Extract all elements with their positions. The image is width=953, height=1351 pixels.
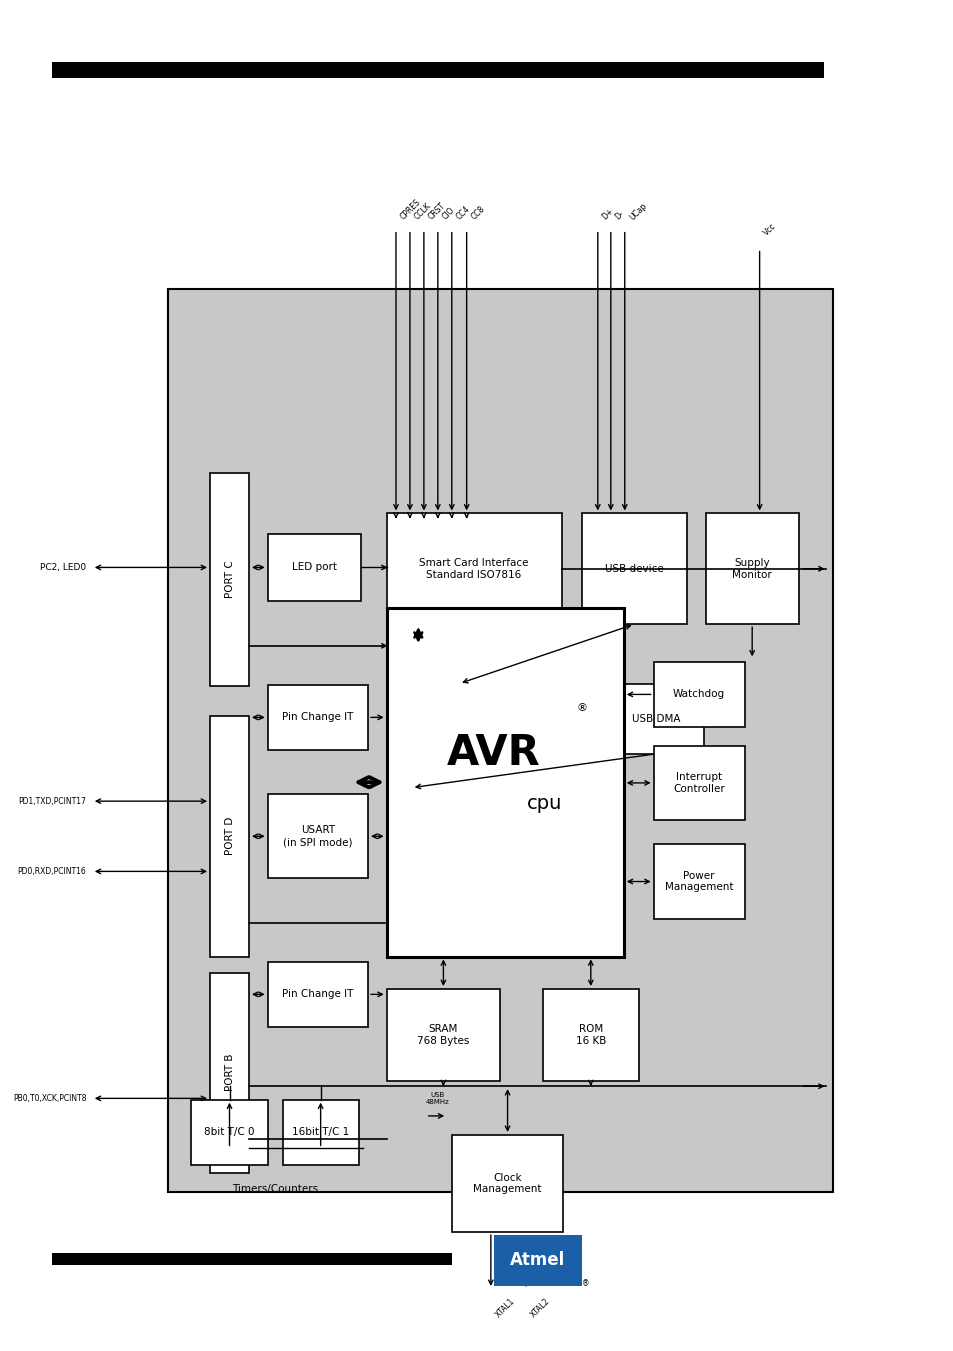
Text: CIO: CIO — [440, 205, 456, 222]
Text: XTAL1: XTAL1 — [493, 1297, 516, 1320]
Bar — [581, 513, 686, 624]
Text: Atmel: Atmel — [510, 1251, 565, 1270]
Text: CCLK: CCLK — [413, 201, 433, 222]
Text: Smart Card Interface
Standard ISO7816: Smart Card Interface Standard ISO7816 — [419, 558, 528, 580]
Text: Timers/Counters: Timers/Counters — [232, 1183, 317, 1194]
Bar — [386, 513, 561, 624]
Bar — [452, 1135, 563, 1232]
Bar — [282, 1100, 358, 1165]
Text: USART
(in SPI mode): USART (in SPI mode) — [283, 825, 353, 847]
Text: ®: ® — [576, 703, 586, 713]
Text: USB
48MHz: USB 48MHz — [425, 1092, 449, 1105]
Text: ROM
16 KB: ROM 16 KB — [575, 1024, 605, 1046]
Text: CRST: CRST — [426, 201, 447, 222]
Bar — [268, 794, 368, 878]
Text: Power
Management: Power Management — [664, 871, 733, 892]
Text: Vcc: Vcc — [761, 222, 778, 238]
Bar — [386, 608, 623, 957]
Bar — [51, 1254, 452, 1265]
Text: USB device: USB device — [604, 563, 663, 574]
Text: Pin Change IT: Pin Change IT — [282, 712, 354, 723]
Bar — [386, 989, 499, 1081]
Text: PC2, LED0: PC2, LED0 — [40, 563, 86, 571]
Bar — [653, 746, 744, 820]
Text: 16bit T/C 1: 16bit T/C 1 — [292, 1127, 349, 1138]
Bar — [268, 962, 368, 1027]
Text: LED port: LED port — [292, 562, 336, 573]
Bar — [192, 1100, 268, 1165]
Text: UCap: UCap — [627, 201, 648, 222]
Text: Clock
Management: Clock Management — [473, 1173, 541, 1194]
Bar — [653, 844, 744, 919]
Text: ®: ® — [581, 1279, 589, 1288]
Bar — [268, 685, 368, 750]
Text: PORT C: PORT C — [224, 561, 234, 598]
Text: cpu: cpu — [526, 794, 561, 813]
Text: USB DMA: USB DMA — [631, 713, 679, 724]
Bar — [168, 289, 832, 1192]
Text: PORT D: PORT D — [224, 817, 234, 855]
Text: CPRES: CPRES — [398, 197, 422, 222]
Text: Pin Change IT: Pin Change IT — [282, 989, 354, 1000]
Bar — [51, 62, 823, 78]
Text: PORT B: PORT B — [224, 1054, 234, 1092]
Text: Supply
Monitor: Supply Monitor — [732, 558, 771, 580]
Bar — [210, 473, 249, 686]
Text: 8bit T/C 0: 8bit T/C 0 — [204, 1127, 254, 1138]
Bar — [210, 716, 249, 957]
Bar — [210, 973, 249, 1173]
Text: Watchdog: Watchdog — [673, 689, 724, 700]
Text: AVR: AVR — [447, 731, 540, 774]
Text: SRAM
768 Bytes: SRAM 768 Bytes — [416, 1024, 469, 1046]
Bar — [607, 684, 703, 754]
Bar — [493, 1235, 581, 1286]
Text: Interrupt
Controller: Interrupt Controller — [673, 773, 724, 793]
Text: PB0,T0,XCK,PCINT8: PB0,T0,XCK,PCINT8 — [12, 1094, 86, 1102]
Bar — [542, 989, 639, 1081]
Bar — [653, 662, 744, 727]
Text: D-: D- — [613, 209, 625, 222]
Text: CC8: CC8 — [469, 204, 486, 222]
Text: CC4: CC4 — [454, 204, 472, 222]
Text: D+: D+ — [600, 207, 615, 222]
Bar — [705, 513, 798, 624]
Bar — [268, 534, 360, 601]
Text: PD1,TXD,PCINT17: PD1,TXD,PCINT17 — [18, 797, 86, 805]
Text: PD0,RXD,PCINT16: PD0,RXD,PCINT16 — [17, 867, 86, 875]
Text: XTAL2: XTAL2 — [528, 1297, 551, 1320]
